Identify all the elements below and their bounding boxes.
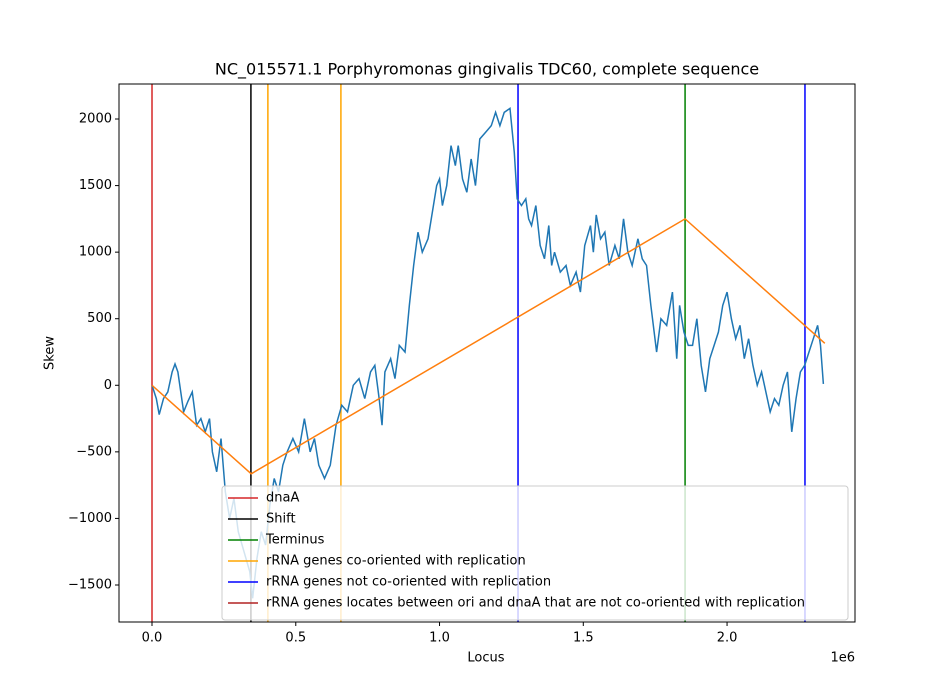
- legend-label: rRNA genes co-oriented with replication: [266, 554, 526, 569]
- legend-label: dnaA: [266, 491, 299, 506]
- legend-label: Terminus: [265, 533, 325, 548]
- y-tick-label: 2000: [79, 112, 112, 127]
- y-axis-label: Skew: [43, 336, 58, 370]
- y-tick-label: 500: [87, 311, 112, 326]
- x-offset-label: 1e6: [830, 651, 855, 666]
- y-tick-label: −500: [76, 444, 112, 459]
- x-tick-label: 0.5: [285, 631, 306, 646]
- legend: dnaA Shift Terminus rRNA genes co-oriented …: [221, 485, 849, 621]
- y-tick-label: 0: [104, 378, 112, 393]
- x-axis-label: Locus: [467, 651, 504, 666]
- y-tick-label: 1000: [79, 245, 112, 260]
- y-tick-label: 1500: [79, 178, 112, 193]
- legend-label: Shift: [266, 512, 296, 527]
- x-tick-label: 2.0: [717, 631, 738, 646]
- y-tick-label: −1500: [68, 577, 112, 592]
- y-tick-label: −1000: [68, 511, 112, 526]
- x-tick-label: 0.0: [142, 631, 163, 646]
- legend-box: [221, 485, 849, 621]
- series-line: [151, 217, 826, 475]
- legend-label: rRNA genes not co-oriented with replicat…: [266, 575, 551, 590]
- x-tick-label: 1.0: [429, 631, 450, 646]
- chart-title: NC_015571.1 Porphyromonas gingivalis TDC…: [215, 60, 759, 80]
- plot-frame: [118, 83, 856, 623]
- x-tick-label: 1.5: [573, 631, 594, 646]
- legend-label: rRNA genes locates between ori and dnaA …: [266, 596, 805, 611]
